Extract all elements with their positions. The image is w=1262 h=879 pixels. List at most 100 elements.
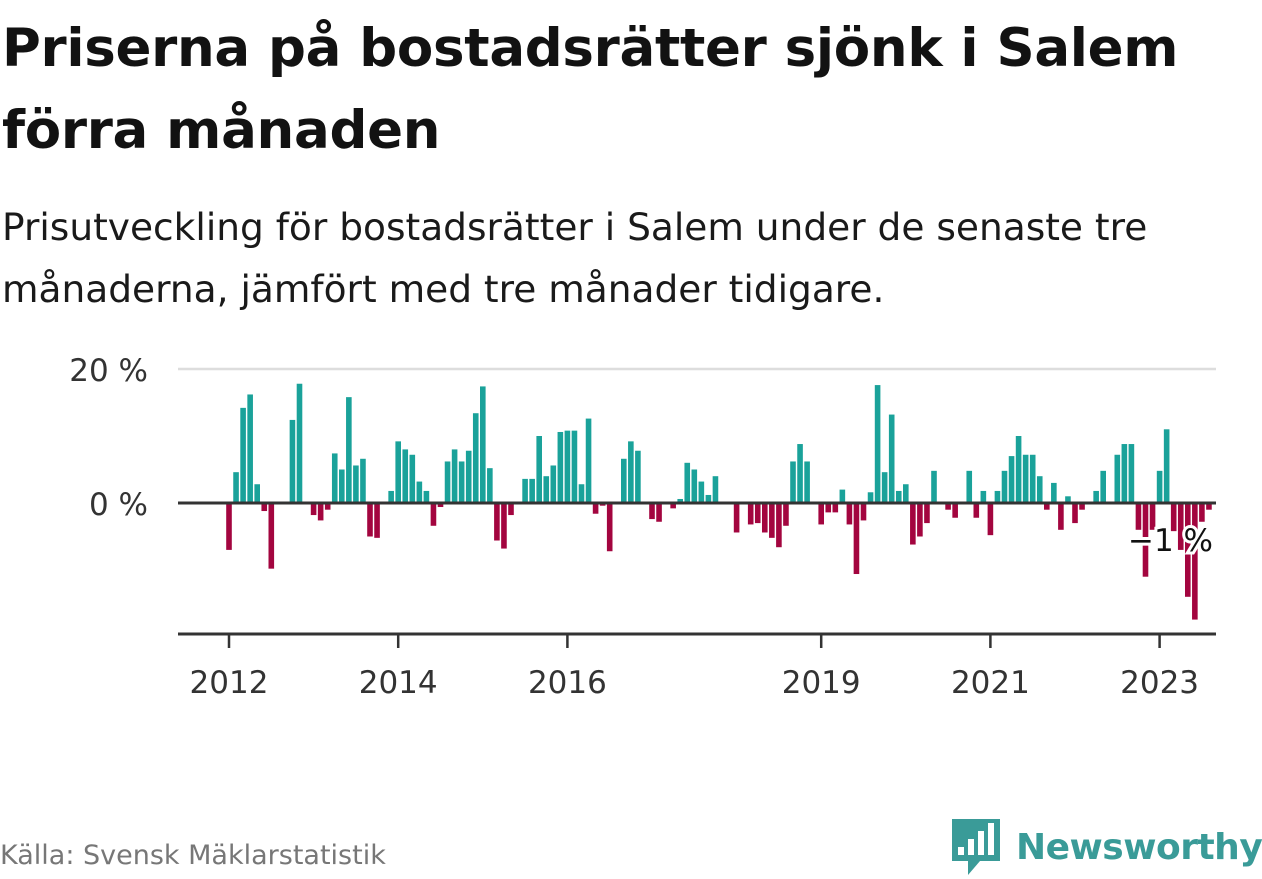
- bars-layer: [226, 383, 1212, 620]
- data-bar: [437, 503, 444, 508]
- data-bar: [917, 503, 923, 537]
- data-bar: [289, 419, 296, 503]
- data-bar: [240, 407, 246, 503]
- data-bar: [564, 430, 571, 503]
- data-bar: [1036, 476, 1043, 503]
- brand-name: Newsworthy: [1016, 826, 1262, 868]
- last-value-annotation: −1 %: [1128, 523, 1213, 559]
- data-bar: [656, 503, 662, 522]
- data-bar: [529, 478, 535, 503]
- bar-chart: 20 % 0 % 2012 2014 2016 2019 2021 2023 −1 %: [69, 353, 1216, 701]
- data-bar: [451, 449, 458, 503]
- data-bar: [860, 503, 867, 521]
- chart-title: Priserna på bostadsrätter sjönk i Salem …: [2, 18, 1179, 161]
- data-bar: [1163, 429, 1170, 503]
- data-bar: [1128, 444, 1135, 503]
- data-bar: [324, 503, 331, 510]
- data-bar: [254, 484, 260, 503]
- data-bar: [331, 453, 338, 503]
- data-bar: [465, 450, 472, 503]
- data-bar: [1100, 470, 1106, 503]
- data-bar: [367, 503, 373, 537]
- data-bar: [832, 503, 839, 513]
- data-bar: [522, 478, 528, 503]
- axis-layer: [178, 501, 1216, 636]
- data-bar: [346, 397, 352, 503]
- data-bar: [910, 503, 916, 545]
- data-bar: [543, 476, 550, 503]
- data-bar: [261, 503, 268, 512]
- data-bar: [769, 503, 775, 538]
- data-bar: [867, 492, 874, 503]
- data-bar: [508, 503, 514, 516]
- data-bar: [846, 503, 853, 525]
- data-bar: [1121, 444, 1128, 503]
- data-bar: [353, 465, 359, 503]
- data-bar: [973, 503, 980, 518]
- x-tick-label: 2019: [782, 665, 861, 701]
- brand-logo: Newsworthy: [950, 818, 1262, 876]
- data-bar: [402, 449, 409, 503]
- data-bar: [783, 503, 789, 526]
- data-bar: [1079, 503, 1085, 510]
- data-bar: [1142, 503, 1149, 577]
- data-bar: [550, 465, 557, 503]
- data-bar: [776, 503, 782, 548]
- data-bar: [226, 503, 232, 550]
- data-bar: [1177, 503, 1184, 550]
- data-bar: [1001, 470, 1008, 503]
- data-bar: [804, 461, 810, 503]
- data-bar: [1058, 503, 1064, 530]
- data-bar: [895, 490, 902, 503]
- data-bar: [557, 431, 564, 503]
- data-bar: [1093, 490, 1099, 503]
- data-bar: [317, 503, 324, 521]
- data-bar: [733, 503, 740, 533]
- data-bar: [924, 503, 930, 524]
- data-bar: [430, 503, 437, 526]
- data-bar: [395, 441, 401, 503]
- data-bar: [839, 489, 846, 503]
- data-bar: [874, 385, 881, 503]
- data-bar: [571, 430, 578, 503]
- data-bar: [1149, 503, 1156, 530]
- data-bar: [339, 469, 345, 503]
- data-bar: [1135, 503, 1142, 530]
- data-bar: [684, 462, 691, 503]
- data-bar: [994, 490, 1001, 503]
- data-bar: [247, 394, 253, 503]
- data-bar: [501, 503, 507, 549]
- data-bar: [797, 444, 803, 503]
- data-bar: [1206, 503, 1212, 510]
- data-bar: [296, 383, 303, 503]
- chart-subtitle: Prisutveckling för bostadsrätter i Salem…: [2, 205, 1148, 311]
- x-tick-label: 2012: [190, 665, 269, 701]
- x-tick-label: 2014: [359, 665, 438, 701]
- data-bar: [1072, 503, 1078, 524]
- data-bar: [705, 494, 712, 503]
- data-bar: [423, 490, 430, 503]
- source-note: Källa: Svensk Mäklarstatistik: [0, 840, 386, 871]
- data-bar: [754, 503, 761, 524]
- data-bar: [677, 498, 683, 503]
- data-bar: [578, 484, 585, 503]
- ticks-layer: 20 % 0 % 2012 2014 2016 2019 2021 2023: [69, 353, 1199, 701]
- y-tick-label: 0 %: [89, 487, 148, 523]
- data-bar: [762, 503, 768, 533]
- data-bar: [881, 472, 888, 503]
- data-bar: [628, 441, 634, 503]
- bar-chart-logo-icon: [952, 819, 1000, 875]
- data-bar: [691, 469, 698, 503]
- data-bar: [487, 468, 493, 503]
- data-bar: [1044, 503, 1050, 510]
- data-bar: [480, 386, 486, 503]
- data-bar: [268, 503, 275, 569]
- data-bar: [670, 503, 676, 509]
- data-bar: [621, 458, 627, 503]
- data-bar: [1114, 454, 1121, 503]
- y-tick-label: 20 %: [69, 353, 148, 389]
- data-bar: [1029, 454, 1036, 503]
- data-bar: [945, 503, 951, 510]
- x-tick-label: 2016: [528, 665, 607, 701]
- data-bar: [1170, 503, 1177, 532]
